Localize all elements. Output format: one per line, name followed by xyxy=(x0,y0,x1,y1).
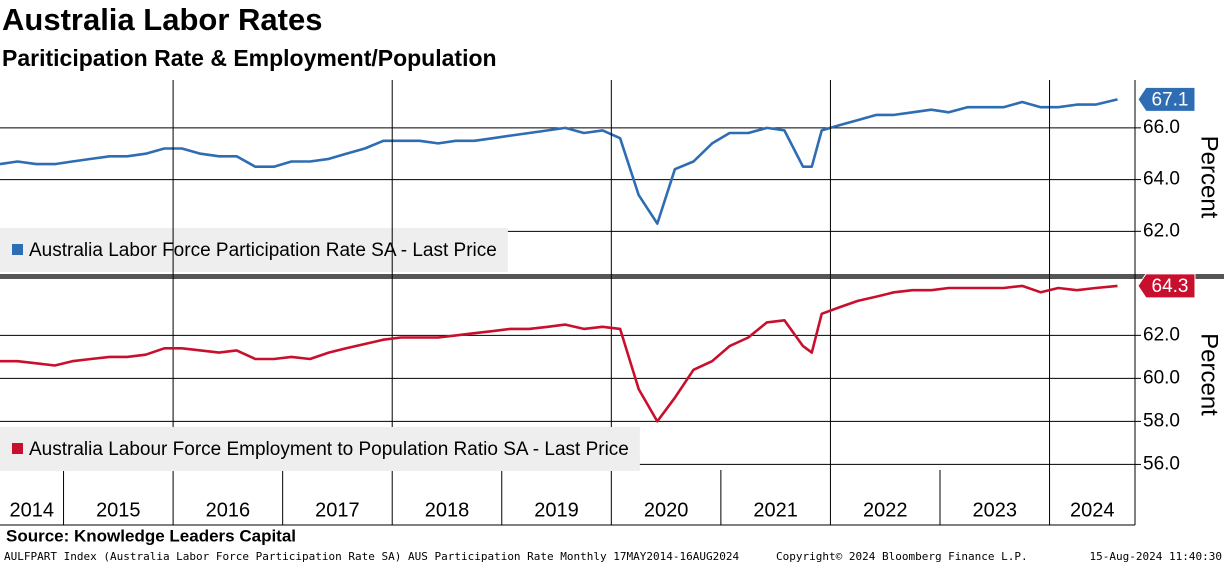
panel-separator xyxy=(0,274,1224,279)
x-tick-label: 2023 xyxy=(973,499,1018,521)
series-line xyxy=(0,98,1118,225)
series-line xyxy=(0,284,1118,423)
y-tick-label: 62.0 xyxy=(1143,324,1180,345)
legend-swatch xyxy=(12,443,23,454)
legend-box xyxy=(0,427,640,471)
subtitle: Pariticipation Rate & Employment/Populat… xyxy=(2,45,497,71)
y-tick-label: 64.0 xyxy=(1143,169,1180,190)
legend-box xyxy=(0,228,508,272)
legend-label: Australia Labor Force Participation Rate… xyxy=(29,240,497,261)
legend: Australia Labour Force Employment to Pop… xyxy=(0,427,640,471)
x-tick-label: 2014 xyxy=(10,499,55,521)
legend: Australia Labor Force Participation Rate… xyxy=(0,228,508,272)
y-tick-label: 66.0 xyxy=(1143,117,1180,138)
title: Australia Labor Rates xyxy=(2,2,322,37)
x-tick-label: 2017 xyxy=(315,499,360,521)
last-price-label: 64.3 xyxy=(1152,276,1189,297)
x-tick-label: 2022 xyxy=(863,499,908,521)
last-price-tag xyxy=(1137,273,1196,299)
legend-swatch xyxy=(12,244,23,255)
timestamp: 15-Aug-2024 11:40:30 xyxy=(1090,550,1222,563)
source: Source: Knowledge Leaders Capital xyxy=(6,526,296,545)
copyright: Copyright© 2024 Bloomberg Finance L.P. xyxy=(776,550,1028,563)
x-tick-label: 2024 xyxy=(1070,499,1115,521)
last-price-tag xyxy=(1137,86,1196,112)
y-tick-label: 62.0 xyxy=(1143,220,1180,241)
x-tick-label: 2021 xyxy=(753,499,798,521)
x-tick-label: 2019 xyxy=(534,499,579,521)
last-price-label: 67.1 xyxy=(1152,89,1189,110)
x-tick-label: 2020 xyxy=(644,499,689,521)
y-axis-label: Percent xyxy=(1196,333,1223,416)
y-tick-label: 56.0 xyxy=(1143,453,1180,474)
y-tick-label: 60.0 xyxy=(1143,367,1180,388)
y-tick-label: 58.0 xyxy=(1143,410,1180,431)
index-note: AULFPART Index (Australia Labor Force Pa… xyxy=(4,550,739,563)
x-tick-label: 2015 xyxy=(96,499,141,521)
x-tick-label: 2016 xyxy=(206,499,251,521)
legend-label: Australia Labour Force Employment to Pop… xyxy=(29,439,629,460)
y-axis-label: Percent xyxy=(1196,136,1223,219)
x-tick-label: 2018 xyxy=(425,499,470,521)
